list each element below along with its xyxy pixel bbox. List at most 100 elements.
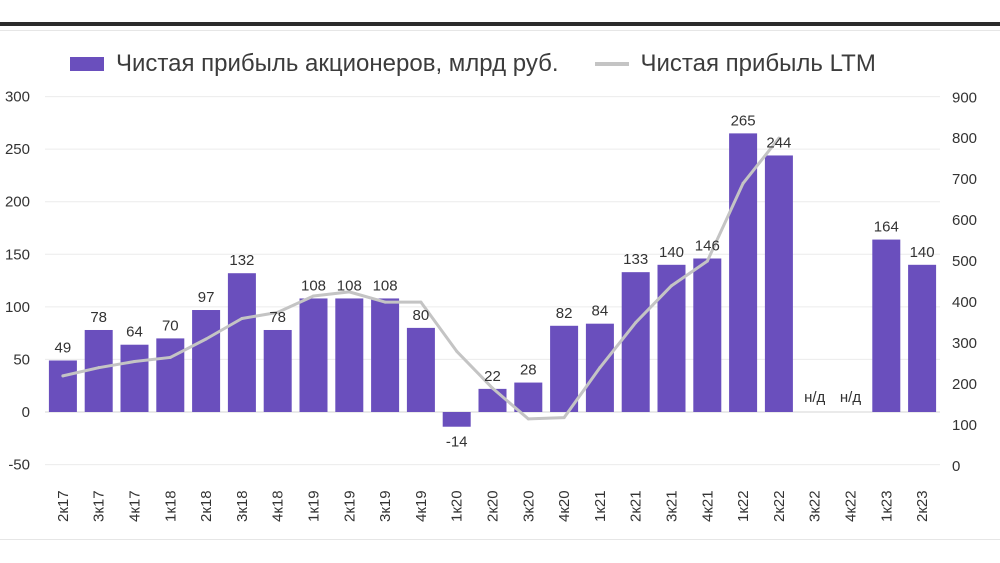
x-tick-label: 4к21 bbox=[699, 490, 716, 522]
x-tick-label: 2к20 bbox=[485, 490, 502, 522]
x-tick-label: 4к18 bbox=[270, 490, 287, 522]
right-axis-ticks: 900 800 700 600 500 400 300 200 100 0 bbox=[952, 89, 977, 475]
data-label: 84 bbox=[592, 303, 609, 320]
left-tick-label: 150 bbox=[5, 246, 30, 263]
bar bbox=[514, 382, 543, 412]
data-label: н/д bbox=[840, 389, 861, 406]
x-tick-label: 1к18 bbox=[162, 490, 179, 522]
ltm-point bbox=[419, 300, 423, 304]
left-tick-label: 250 bbox=[5, 141, 30, 158]
x-tick-label: 3к17 bbox=[91, 490, 108, 522]
chart-legend: Чистая прибыль акционеров, млрд руб. Чис… bbox=[70, 50, 876, 78]
ltm-point bbox=[526, 417, 530, 421]
data-label: 265 bbox=[731, 112, 756, 129]
data-label: 28 bbox=[520, 362, 537, 379]
left-axis-ticks: 300 250 200 150 100 50 0 -50 bbox=[5, 89, 30, 474]
bar bbox=[227, 273, 256, 412]
x-tick-label: 2к18 bbox=[198, 490, 215, 522]
x-tick-label: 4к22 bbox=[843, 490, 860, 522]
ltm-point bbox=[168, 355, 172, 359]
data-label: -14 bbox=[446, 434, 468, 451]
x-tick-label: 1к19 bbox=[306, 490, 323, 522]
x-tick-label: 1к23 bbox=[878, 490, 895, 522]
bar bbox=[120, 344, 149, 412]
right-tick-label: 300 bbox=[952, 335, 977, 352]
cropped-header-strip bbox=[0, 0, 1000, 26]
x-tick-label: 2к22 bbox=[771, 490, 788, 522]
chart-card bbox=[0, 30, 1000, 540]
ltm-point bbox=[598, 366, 602, 370]
x-tick-label: 2к17 bbox=[55, 490, 72, 522]
right-tick-label: 0 bbox=[952, 458, 960, 475]
data-label: 49 bbox=[55, 339, 72, 356]
left-tick-label: 200 bbox=[5, 194, 30, 211]
x-tick-label: 3к19 bbox=[377, 490, 394, 522]
ltm-point bbox=[705, 259, 709, 263]
x-axis-labels: 2к17 3к17 4к17 1к18 2к18 3к18 4к18 1к19 2к19 3к19… bbox=[55, 490, 931, 522]
right-tick-label: 800 bbox=[952, 130, 977, 147]
bar bbox=[693, 258, 722, 412]
bar bbox=[299, 298, 328, 412]
bar bbox=[335, 298, 364, 412]
data-label: 133 bbox=[623, 251, 648, 268]
ltm-point bbox=[741, 181, 745, 185]
data-label: 146 bbox=[695, 237, 720, 254]
bar bbox=[478, 388, 507, 412]
x-tick-label: 2к19 bbox=[341, 490, 358, 522]
data-label: 78 bbox=[90, 309, 107, 326]
bar bbox=[621, 272, 650, 412]
bar bbox=[872, 239, 901, 412]
x-tick-label: 1к22 bbox=[735, 490, 752, 522]
data-label: 164 bbox=[874, 219, 899, 236]
right-tick-label: 900 bbox=[952, 89, 977, 106]
x-tick-label: 3к20 bbox=[520, 490, 537, 522]
data-label: 82 bbox=[556, 305, 573, 322]
bar bbox=[406, 327, 435, 412]
x-tick-label: 1к20 bbox=[449, 490, 466, 522]
ltm-point bbox=[455, 349, 459, 353]
data-label: 108 bbox=[337, 277, 362, 294]
data-label: 97 bbox=[198, 289, 215, 306]
left-tick-label: 50 bbox=[13, 351, 30, 368]
data-label: 108 bbox=[373, 277, 398, 294]
bar bbox=[657, 264, 686, 412]
x-tick-label: 3к22 bbox=[807, 490, 824, 522]
ltm-point bbox=[204, 337, 208, 341]
left-tick-label: -50 bbox=[8, 457, 30, 474]
ltm-point bbox=[61, 374, 65, 378]
ltm-point bbox=[562, 416, 566, 420]
right-tick-label: 400 bbox=[952, 294, 977, 311]
ltm-point bbox=[383, 300, 387, 304]
x-tick-label: 4к17 bbox=[127, 490, 144, 522]
left-tick-label: 300 bbox=[5, 89, 30, 106]
bar bbox=[764, 155, 793, 412]
data-label: 132 bbox=[229, 252, 254, 269]
bar bbox=[908, 264, 937, 412]
x-tick-label: 3к21 bbox=[664, 490, 681, 522]
bar bbox=[192, 310, 221, 412]
ltm-point bbox=[670, 284, 673, 288]
data-label: 70 bbox=[162, 317, 179, 334]
left-tick-label: 0 bbox=[22, 404, 30, 421]
x-tick-label: 4к19 bbox=[413, 490, 430, 522]
data-label: 140 bbox=[910, 244, 935, 261]
x-tick-label: 1к21 bbox=[592, 490, 609, 522]
x-tick-label: 2к23 bbox=[914, 490, 931, 522]
ltm-point bbox=[133, 360, 136, 364]
data-label: н/д bbox=[804, 389, 825, 406]
bar-series bbox=[48, 133, 937, 427]
data-label: 108 bbox=[301, 277, 326, 294]
right-tick-label: 600 bbox=[952, 212, 977, 229]
data-label: 244 bbox=[766, 134, 791, 151]
bar bbox=[156, 338, 185, 412]
x-tick-label: 3к18 bbox=[234, 490, 251, 522]
x-tick-label: 4к20 bbox=[556, 490, 573, 522]
data-label: 140 bbox=[659, 244, 684, 261]
ltm-point bbox=[491, 386, 494, 390]
ltm-point bbox=[777, 136, 781, 140]
data-label: 78 bbox=[269, 309, 286, 326]
bar bbox=[550, 325, 579, 412]
right-tick-label: 500 bbox=[952, 253, 977, 270]
ltm-point bbox=[634, 321, 638, 325]
data-labels: 49 78 64 70 97 132 78 108 108 108 80 -14 22 28 82 84 133… bbox=[55, 112, 935, 450]
